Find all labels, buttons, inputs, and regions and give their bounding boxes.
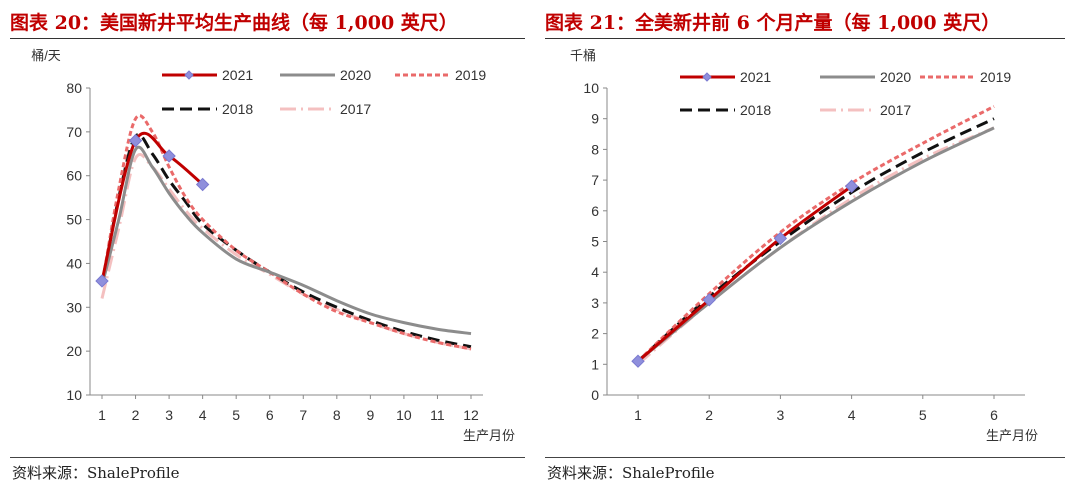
series-line-2020 [100, 145, 472, 336]
series-line-2021 [100, 131, 204, 282]
data-point-2021 [844, 179, 859, 193]
data-point-2021 [128, 133, 143, 148]
legend-label-2019: 2019 [455, 67, 486, 83]
legend-label-2017: 2017 [880, 102, 911, 118]
title-underline [10, 38, 525, 39]
series-line-2018 [100, 133, 472, 349]
chart-source: 资料来源：ShaleProfile [547, 464, 715, 482]
series-line-2021 [637, 185, 853, 363]
chart-panel-left: 图表 20：美国新井平均生产曲线（每 1,000 英尺） 10 20 30 40 50 6… [10, 0, 525, 492]
chart-panel-right: 图表 21：全美新井前 6 个月产量（每 1,000 英尺） 0 1 2 3 4 5 6 7 8… [545, 0, 1065, 492]
y-tick-label: 7 [591, 172, 599, 188]
legend-label-2018: 2018 [740, 102, 771, 118]
legend-label-2020: 2020 [880, 69, 911, 85]
x-tick-label: 1 [98, 407, 106, 423]
data-point-2021 [773, 231, 788, 246]
x-tick-label: 6 [990, 407, 998, 423]
title-underline [545, 38, 1065, 39]
y-tick-label: 5 [591, 234, 599, 250]
y-tick-label: 1 [591, 356, 599, 372]
y-tick-label: 20 [66, 343, 82, 359]
chart-title: 图表 21：全美新井前 6 个月产量（每 1,000 英尺） [545, 12, 1001, 34]
series-line-2019 [100, 114, 472, 351]
y-tick-label: 6 [591, 203, 599, 219]
legend-label-2021: 2021 [740, 69, 771, 85]
y-tick-label: 9 [591, 111, 599, 127]
x-tick-label: 6 [266, 407, 274, 423]
x-tick-label: 2 [705, 407, 713, 423]
x-tick-label: 12 [463, 407, 479, 423]
x-axis-label: 生产月份 [986, 428, 1038, 443]
y-tick-label: 2 [591, 326, 599, 342]
y-tick-label: 40 [66, 255, 82, 271]
data-point-2021 [702, 293, 716, 307]
y-tick-label: 0 [591, 387, 599, 403]
y-tick-label: 10 [66, 387, 82, 403]
chart-source: 资料来源：ShaleProfile [12, 464, 180, 482]
x-tick-label: 3 [165, 407, 173, 423]
series-line-2019 [636, 105, 995, 363]
legend-marker-2021 [702, 72, 712, 82]
y-tick-label: 60 [66, 168, 82, 184]
y-axis-label: 桶/天 [31, 48, 61, 63]
x-tick-label: 1 [634, 407, 642, 423]
y-tick-label: 10 [583, 80, 599, 96]
series-line-2018 [636, 117, 995, 363]
legend-label-2017: 2017 [340, 101, 371, 117]
source-divider [10, 457, 525, 458]
y-tick-label: 80 [66, 80, 82, 96]
y-tick-label: 4 [591, 264, 599, 280]
x-tick-label: 5 [232, 407, 240, 423]
x-tick-label: 2 [132, 407, 140, 423]
y-axis-label: 千桶 [570, 48, 596, 63]
data-point-2021 [195, 177, 210, 192]
legend-label-2019: 2019 [980, 69, 1011, 85]
x-tick-label: 9 [366, 407, 374, 423]
y-tick-label: 30 [66, 299, 82, 315]
x-tick-label: 7 [299, 407, 307, 423]
y-tick-label: 50 [66, 212, 82, 228]
series-line-2017 [637, 126, 995, 366]
series-line-2017 [100, 153, 472, 351]
legend-marker-2021 [184, 70, 194, 80]
series-line-2020 [637, 126, 995, 363]
x-tick-label: 4 [199, 407, 207, 423]
legend-label-2020: 2020 [340, 67, 371, 83]
x-tick-label: 8 [333, 407, 341, 423]
source-divider [545, 457, 1065, 458]
y-tick-label: 3 [591, 295, 599, 311]
x-tick-label: 4 [848, 407, 856, 423]
x-axis-label: 生产月份 [463, 428, 515, 443]
data-point-2021 [95, 274, 109, 288]
x-tick-label: 11 [430, 407, 445, 423]
data-point-2021 [631, 354, 645, 368]
data-point-2021 [162, 149, 176, 163]
x-tick-label: 10 [396, 407, 412, 423]
legend-label-2021: 2021 [222, 67, 253, 83]
legend-label-2018: 2018 [222, 101, 253, 117]
x-tick-label: 3 [777, 407, 785, 423]
y-tick-label: 8 [591, 141, 599, 157]
chart-title: 图表 20：美国新井平均生产曲线（每 1,000 英尺） [10, 12, 458, 34]
y-tick-label: 70 [66, 124, 82, 140]
x-tick-label: 5 [919, 407, 927, 423]
